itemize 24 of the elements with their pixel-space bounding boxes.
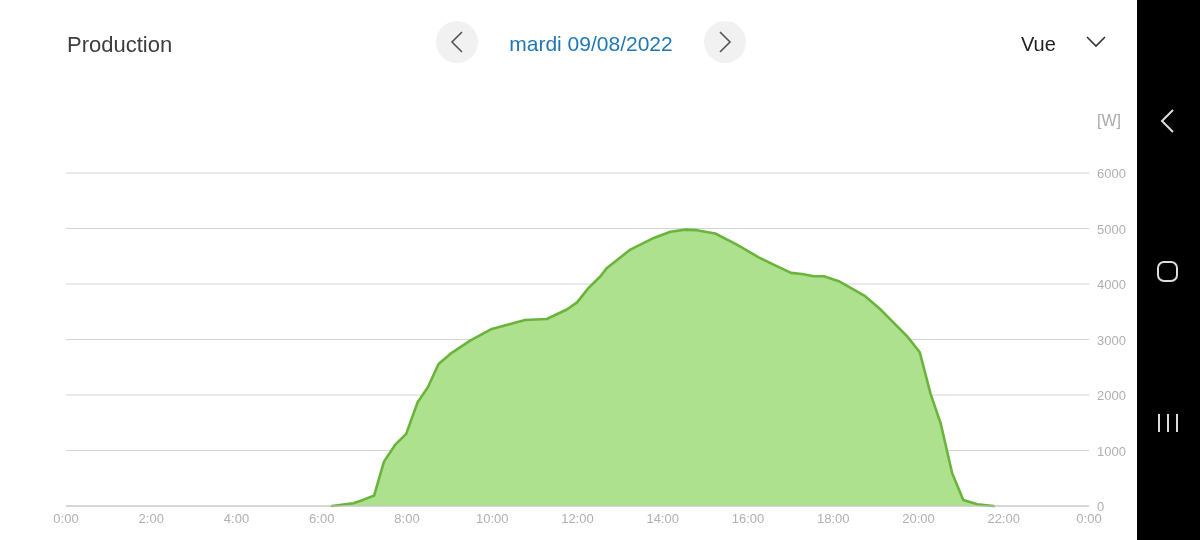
y-tick-label: 6000 xyxy=(1097,166,1126,181)
x-tick-label: 2:00 xyxy=(138,511,164,526)
y-tick-label: 1000 xyxy=(1097,443,1126,459)
x-tick-label: 18:00 xyxy=(816,511,850,526)
chart-subtitle: mardi 09/08/2022 xyxy=(509,32,673,55)
x-tick-label: 16:00 xyxy=(731,511,765,526)
y-tick-label: 2000 xyxy=(1097,388,1126,403)
y-axis-title: [W] xyxy=(1097,112,1121,129)
chart-title: Production xyxy=(67,32,173,57)
x-tick-label: 20:00 xyxy=(902,511,935,526)
y-tick-label: 3000 xyxy=(1097,332,1126,348)
y-tick-label: 5000 xyxy=(1097,221,1126,237)
x-tick-label: 0:00 xyxy=(53,511,79,526)
x-tick-label: 0:00 xyxy=(1076,511,1102,526)
x-tick-label: 6:00 xyxy=(309,511,335,526)
text: Vue xyxy=(1021,33,1056,55)
x-tick-label: 4:00 xyxy=(223,511,250,526)
x-tick-label: 10:00 xyxy=(475,511,509,526)
y-tick-label: 0 xyxy=(1097,499,1105,514)
x-tick-label: 14:00 xyxy=(646,511,680,526)
x-tick-label: 12:00 xyxy=(561,511,594,526)
y-tick-label: 4000 xyxy=(1097,277,1126,292)
x-tick-label: 8:00 xyxy=(394,511,420,526)
x-tick-label: 22:00 xyxy=(987,511,1021,526)
